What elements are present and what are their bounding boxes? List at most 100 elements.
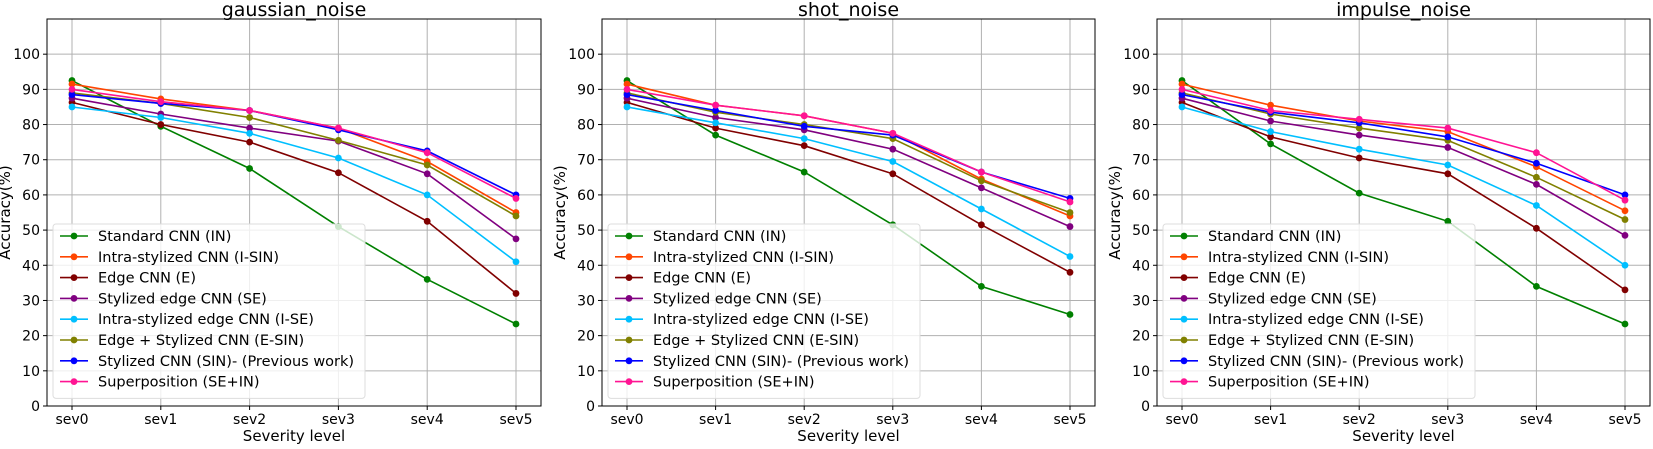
legend-label: Intra-stylized CNN (I-SIN) [653,250,834,266]
x-tick-label: sev3 [322,412,355,428]
data-point [423,149,431,157]
y-tick-label: 10 [577,364,595,380]
data-point [889,158,897,165]
data-point [978,282,985,290]
data-point [1621,320,1629,328]
y-tick-label: 0 [1141,399,1150,415]
legend-marker [625,253,633,261]
data-point [335,124,342,132]
x-axis-label: Severity level [1352,427,1454,445]
x-tick-label: sev1 [1254,412,1287,428]
data-point [1533,282,1540,290]
data-point [1621,286,1629,294]
legend-label: Superposition (SE+IN) [98,375,259,391]
y-axis-label: Accuracy(%) [0,165,14,259]
legend-label: Intra-stylized edge CNN (I-SE) [1208,312,1424,328]
data-point [889,129,897,137]
series-line [71,88,517,200]
legend-marker [1180,232,1188,240]
x-tick-label: sev0 [55,412,88,428]
legend-box [607,223,921,399]
y-tick-label: 10 [22,364,40,380]
y-tick-label: 90 [577,82,595,98]
x-axis-label: Severity level [797,427,899,445]
series-line [626,97,1071,228]
y-tick-label: 20 [577,329,595,345]
data-point [1178,103,1186,111]
legend-marker [70,336,78,344]
data-point [1066,253,1074,260]
data-point [1178,91,1186,99]
series-line [1181,79,1626,325]
legend-marker [625,295,633,302]
data-point [800,112,808,120]
legend-label: Edge CNN (E) [1208,271,1306,287]
y-tick-label: 80 [1132,118,1150,134]
data-point [1355,124,1363,132]
legend-marker [625,336,633,344]
y-tick-label: 40 [1132,258,1150,274]
data-point [1178,80,1186,88]
y-tick-label: 10 [1132,364,1150,380]
data-point [68,80,76,88]
y-tick-label: 50 [1132,223,1150,239]
legend-marker [1180,295,1188,302]
legend-marker [1180,357,1188,365]
y-tick-label: 60 [1132,188,1150,204]
legend-label: Stylized edge CNN (SE) [1208,291,1377,307]
y-tick-label: 30 [577,293,595,309]
legend-label: Stylized CNN (SIN)- (Previous work) [653,354,909,370]
data-point [1621,231,1629,239]
data-point [1267,101,1274,109]
legend-marker [625,274,633,281]
chart-panel-2: 0 10 20 30 40 50 60 70 80 90 100 sev0 sev1 sev2 sev3 se… [551,0,1096,445]
x-tick-label: sev5 [499,412,532,428]
data-point [423,191,431,199]
y-tick-label: 20 [22,329,40,345]
x-tick-label: sev1 [699,412,732,428]
data-point [1444,161,1452,169]
legend-label: Stylized edge CNN (SE) [653,291,822,307]
data-point [1267,140,1274,148]
legend-label: Intra-stylized edge CNN (I-SE) [653,312,869,328]
data-point [1355,189,1363,197]
legend-label: Stylized CNN (SIN)- (Previous work) [1208,354,1464,370]
y-tick-label: 80 [577,118,595,134]
chart-title: gaussian_noise [222,0,367,21]
legend-marker [70,253,78,261]
data-point [800,122,808,130]
x-tick-label: sev3 [876,412,909,428]
plot-frame [1156,18,1651,407]
y-axis-label: Accuracy(%) [1106,165,1124,259]
data-point [1355,131,1363,139]
legend-marker [625,315,633,323]
data-point [1621,261,1629,269]
legend-box [1162,223,1476,399]
data-point [1621,196,1629,204]
chart-title: impulse_noise [1336,0,1471,21]
data-point [246,129,254,137]
y-tick-label: 40 [577,258,595,274]
y-tick-label: 100 [568,47,595,63]
series-line [1181,83,1626,212]
data-point [1267,133,1274,141]
series-line [71,83,517,214]
data-point [1533,202,1540,209]
data-point [157,114,165,121]
legend-label: Intra-stylized edge CNN (I-SE) [98,312,314,328]
y-tick-label: 40 [22,258,40,274]
data-point [335,136,342,144]
data-point [623,91,631,99]
legend-label: Edge CNN (E) [653,271,751,287]
data-point [712,131,719,139]
data-point [800,168,808,176]
y-tick-label: 100 [13,47,40,63]
data-point [512,320,520,328]
data-point [246,124,254,132]
legend-marker [70,315,78,323]
data-point [978,177,985,185]
y-tick-label: 50 [577,223,595,239]
data-point [1533,159,1540,167]
